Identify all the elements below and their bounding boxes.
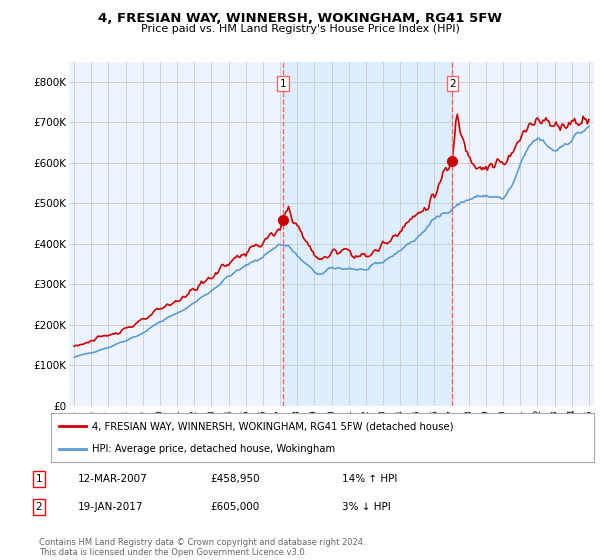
Text: £458,950: £458,950 (210, 474, 260, 484)
Text: 1: 1 (280, 79, 287, 89)
Text: 4, FRESIAN WAY, WINNERSH, WOKINGHAM, RG41 5FW (detached house): 4, FRESIAN WAY, WINNERSH, WOKINGHAM, RG4… (92, 421, 453, 431)
Text: 2: 2 (35, 502, 43, 512)
Text: 3% ↓ HPI: 3% ↓ HPI (342, 502, 391, 512)
Text: 14% ↑ HPI: 14% ↑ HPI (342, 474, 397, 484)
Text: 2: 2 (449, 79, 456, 89)
Text: £605,000: £605,000 (210, 502, 259, 512)
Text: HPI: Average price, detached house, Wokingham: HPI: Average price, detached house, Woki… (92, 444, 335, 454)
Text: 4, FRESIAN WAY, WINNERSH, WOKINGHAM, RG41 5FW: 4, FRESIAN WAY, WINNERSH, WOKINGHAM, RG4… (98, 12, 502, 25)
Text: 1: 1 (35, 474, 43, 484)
Text: Price paid vs. HM Land Registry's House Price Index (HPI): Price paid vs. HM Land Registry's House … (140, 24, 460, 34)
Bar (283, 62, 452, 406)
Text: 19-JAN-2017: 19-JAN-2017 (78, 502, 143, 512)
Text: Contains HM Land Registry data © Crown copyright and database right 2024.
This d: Contains HM Land Registry data © Crown c… (39, 538, 365, 557)
Text: 12-MAR-2007: 12-MAR-2007 (78, 474, 148, 484)
